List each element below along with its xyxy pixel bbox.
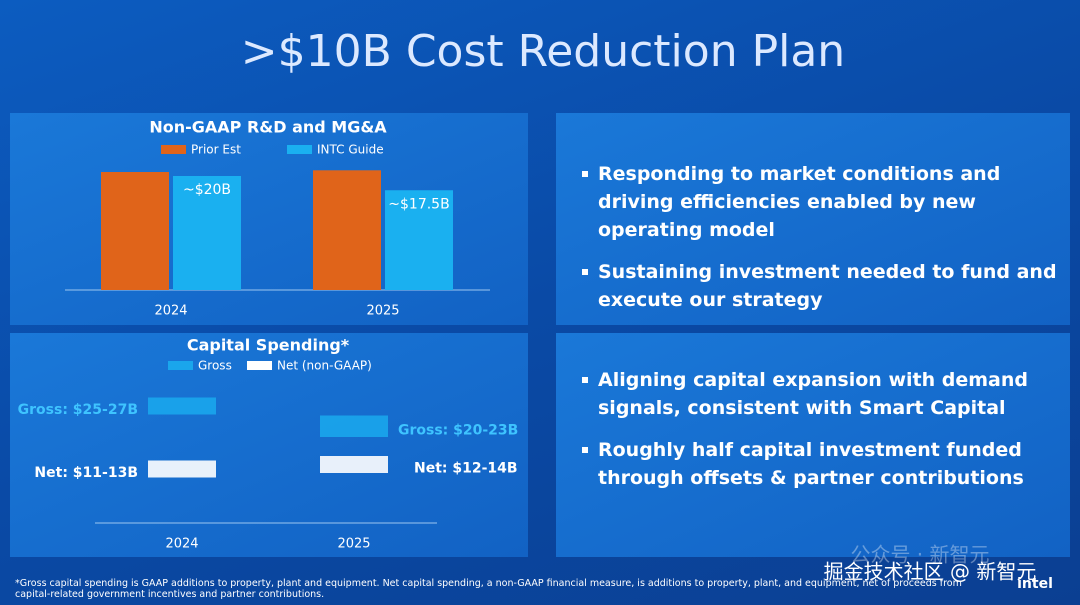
bar — [101, 172, 169, 290]
value-label: Gross: $20-23B — [398, 422, 518, 438]
chart-title: Capital Spending* — [187, 336, 350, 355]
value-label: Gross: $25-27B — [18, 402, 138, 418]
bullet: Roughly half capital investment funded t… — [580, 436, 1060, 492]
range-bar — [148, 460, 216, 478]
chart-title: Non-GAAP R&D and MG&A — [149, 118, 387, 137]
legend-label: Prior Est — [191, 143, 241, 157]
bullet-list: Aligning capital expansion with demand s… — [580, 366, 1060, 506]
panel — [10, 333, 528, 557]
x-tick-label: 2025 — [337, 537, 370, 552]
footnote: *Gross capital spending is GAAP addition… — [15, 578, 962, 600]
bullet-list: Responding to market conditions and driv… — [580, 160, 1060, 328]
bullet: Responding to market conditions and driv… — [580, 160, 1060, 244]
panel — [556, 113, 1070, 325]
watermark: 掘金技术社区 @ 新智元 — [824, 560, 1037, 584]
legend-swatch — [247, 361, 272, 370]
x-tick-label: 2025 — [366, 304, 399, 319]
legend-label: Gross — [198, 359, 232, 373]
range-bar — [320, 415, 388, 437]
legend-swatch — [287, 145, 312, 154]
legend-swatch — [168, 361, 193, 370]
bullet: Aligning capital expansion with demand s… — [580, 366, 1060, 422]
legend-swatch — [161, 145, 186, 154]
slide-title: >$10B Cost Reduction Plan — [241, 26, 845, 77]
x-tick-label: 2024 — [154, 304, 187, 319]
bar — [313, 170, 381, 290]
panel — [556, 333, 1070, 557]
bar — [385, 190, 453, 290]
watermark-faint: 公众号 · 新智元 — [850, 543, 989, 567]
logo: intel — [1017, 576, 1053, 592]
range-bar — [320, 456, 388, 473]
range-bar — [148, 397, 216, 415]
legend-label: INTC Guide — [317, 143, 384, 157]
value-label: Net: $12-14B — [414, 461, 518, 477]
bullet: Sustaining investment needed to fund and… — [580, 258, 1060, 314]
legend-label: Net (non-GAAP) — [277, 359, 372, 373]
value-label: ~$17.5B — [388, 196, 449, 212]
bar — [173, 176, 241, 290]
x-tick-label: 2024 — [165, 537, 198, 552]
value-label: ~$20B — [183, 182, 231, 198]
value-label: Net: $11-13B — [34, 465, 138, 481]
